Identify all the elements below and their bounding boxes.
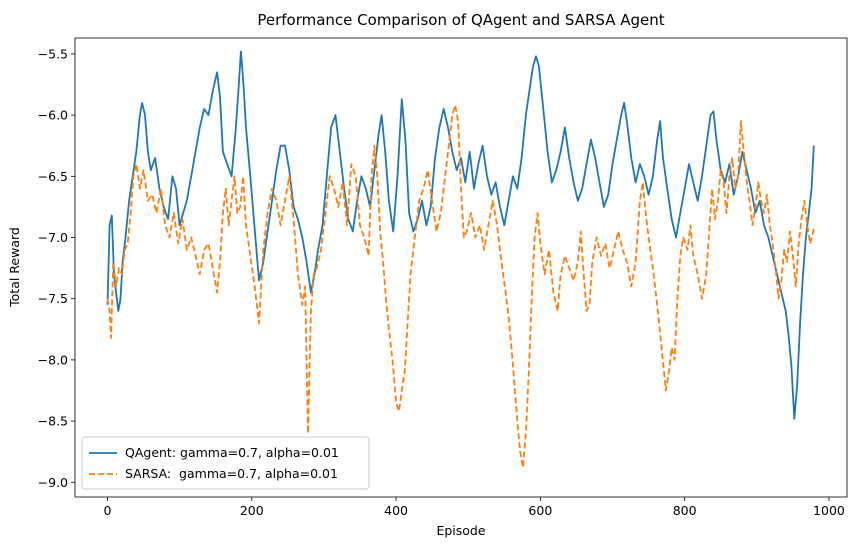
y-tick-label: −9.0: [38, 475, 68, 490]
y-tick-label: −7.5: [38, 291, 68, 306]
x-tick-label: 400: [384, 503, 408, 518]
legend-label-qagent: QAgent: gamma=0.7, alpha=0.01: [125, 445, 339, 460]
series-line-sarsa: [106, 104, 815, 469]
x-tick-label: 0: [103, 503, 111, 518]
x-axis-label: Episode: [436, 523, 485, 538]
y-tick-label: −5.5: [38, 46, 68, 61]
x-tick-label: 200: [240, 503, 264, 518]
x-tick-label: 800: [673, 503, 697, 518]
x-tick-label: 600: [528, 503, 552, 518]
y-axis-label: Total Reward: [7, 227, 22, 308]
series-layer: [106, 50, 815, 469]
x-tick-label: 1000: [813, 503, 845, 518]
series-line-qagent: [106, 50, 815, 420]
plot-area-frame: [74, 37, 848, 498]
y-tick-label: −6.0: [38, 108, 68, 123]
chart-title: Performance Comparison of QAgent and SAR…: [257, 11, 664, 29]
x-axis-ticks: 0 200 400 600 800 1000: [103, 497, 845, 518]
legend-label-sarsa: SARSA: gamma=0.7, alpha=0.01: [125, 466, 338, 481]
legend-box: [81, 436, 370, 490]
legend: QAgent: gamma=0.7, alpha=0.01 SARSA: gam…: [81, 436, 370, 490]
y-tick-label: −6.5: [38, 169, 68, 184]
y-tick-label: −8.0: [38, 352, 68, 367]
y-axis-ticks: −5.5 −6.0 −6.5 −7.0 −7.5 −8.0 −8.5 −9.0: [38, 46, 75, 490]
y-tick-label: −7.0: [38, 230, 68, 245]
y-tick-label: −8.5: [38, 414, 68, 429]
